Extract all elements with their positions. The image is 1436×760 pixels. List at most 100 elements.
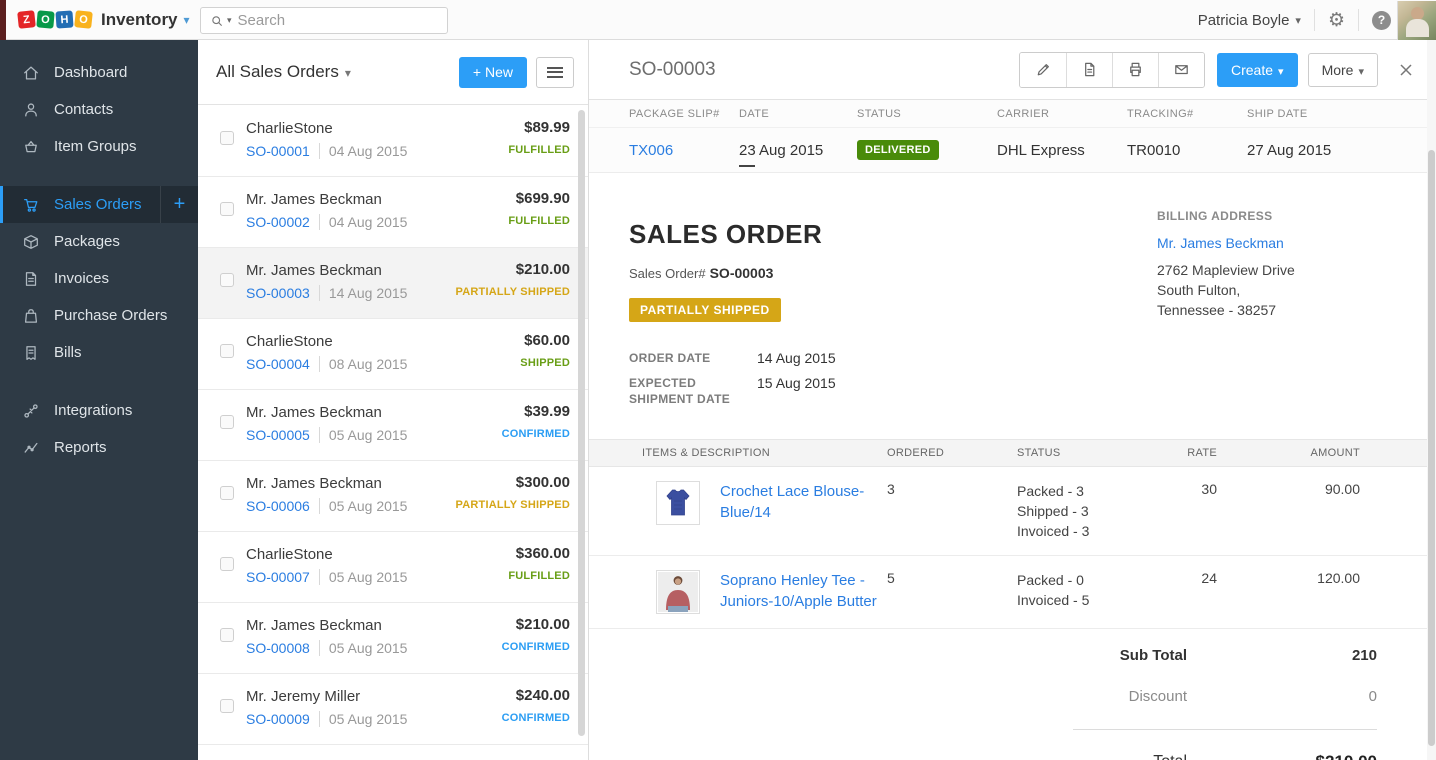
hamburger-icon (547, 66, 563, 78)
list-scrollbar[interactable] (578, 110, 585, 736)
envelope-button[interactable] (1158, 52, 1204, 87)
item-name-link[interactable]: Crochet Lace Blouse- Blue/14 (720, 483, 865, 521)
row-customer-name: CharlieStone (246, 546, 333, 563)
row-checkbox[interactable] (220, 344, 234, 358)
home-icon (22, 64, 40, 82)
invoice-icon (22, 270, 40, 288)
row-so-number-link[interactable]: SO-00007 (246, 569, 310, 585)
package-summary-strip: PACKAGE SLIP# DATE STATUS CARRIER TRACKING# S… (589, 100, 1436, 173)
package-slip-link[interactable]: TX006 (629, 141, 674, 159)
row-so-number-link[interactable]: SO-00006 (246, 498, 310, 514)
items-col-header: ORDERED (887, 447, 945, 459)
billing-address-line: South Fulton, (1157, 282, 1241, 298)
discount-label: Discount (1128, 688, 1187, 705)
sidebar-item-contacts[interactable]: Contacts (0, 91, 198, 128)
sidebar-add-sales-order-button[interactable] (160, 186, 198, 223)
row-so-number-link[interactable]: SO-00005 (246, 427, 310, 443)
new-sales-order-button[interactable]: + New (458, 56, 527, 88)
sales-order-row[interactable]: Mr. James Beckman SO-00003 14 Aug 2015 $210… (198, 248, 588, 319)
sales-order-row[interactable]: Mr. James Beckman SO-00005 05 Aug 2015 $39.… (198, 390, 588, 461)
row-checkbox[interactable] (220, 486, 234, 500)
item-amount: 120.00 (1317, 570, 1360, 586)
sales-order-row[interactable]: CharlieStone SO-00007 05 Aug 2015 $360.00 FU… (198, 532, 588, 603)
search-input[interactable] (237, 12, 439, 29)
order-field-label: ORDER DATE (629, 351, 711, 365)
row-so-number-link[interactable]: SO-00004 (246, 356, 310, 372)
item-status: Packed - 3 Shipped - 3 Invoiced - 3 (1017, 481, 1167, 541)
row-so-number-link[interactable]: SO-00002 (246, 214, 310, 230)
sidebar-item-reports[interactable]: Reports (0, 429, 198, 466)
package-row[interactable]: TX006 23 Aug 2015 DELIVERED DHL Express … (589, 128, 1436, 160)
topbar-separator (1358, 9, 1359, 31)
cart-icon (22, 196, 40, 214)
topbar-right: Patricia Boyle ⚙ (1198, 0, 1436, 40)
row-checkbox[interactable] (220, 415, 234, 429)
global-search[interactable] (200, 7, 448, 34)
row-status: FULFILLED (508, 144, 570, 156)
user-menu[interactable]: Patricia Boyle (1198, 12, 1301, 29)
row-checkbox[interactable] (220, 628, 234, 642)
sidebar-item-integrations[interactable]: Integrations (0, 392, 198, 429)
sales-order-document: SALES ORDER Sales Order# SO-00003 PARTIAL… (589, 173, 1436, 760)
row-checkbox[interactable] (220, 202, 234, 216)
list-options-button[interactable] (536, 56, 574, 88)
package-carrier: DHL Express (997, 141, 1085, 159)
sales-order-row[interactable]: Mr. James Beckman SO-00002 04 Aug 2015 $699… (198, 177, 588, 248)
sales-order-row[interactable]: Mr. James Beckman SO-00006 05 Aug 2015 $300… (198, 461, 588, 532)
sales-order-row[interactable]: CharlieStone SO-00001 04 Aug 2015 $89.99 FUL… (198, 106, 588, 177)
item-thumbnail[interactable] (656, 570, 700, 614)
sidebar-item-dashboard[interactable]: Dashboard (0, 54, 198, 91)
sidebar-item-purchase-orders[interactable]: Purchase Orders (0, 297, 198, 334)
pencil-button[interactable] (1020, 52, 1066, 87)
sidebar-item-bills[interactable]: Bills (0, 334, 198, 371)
items-col-header: AMOUNT (1310, 447, 1360, 459)
create-button[interactable]: Create (1217, 52, 1298, 87)
list-filter-dropdown[interactable]: All Sales Orders (216, 62, 351, 82)
sales-order-row[interactable]: Mr. Jeremy Miller SO-00009 05 Aug 2015 $240… (198, 674, 588, 745)
row-status: PARTIALLY SHIPPED (455, 286, 570, 298)
row-checkbox[interactable] (220, 131, 234, 145)
row-line2: SO-00008 05 Aug 2015 (246, 640, 407, 656)
sidebar-item-packages[interactable]: Packages (0, 223, 198, 260)
item-thumbnail[interactable] (656, 481, 700, 525)
sidebar-item-label: Dashboard (54, 64, 128, 81)
detail-scrollbar[interactable] (1428, 150, 1435, 746)
billing-address-lines: 2762 Mapleview Drive South Fulton, Tenness… (1157, 260, 1397, 320)
search-scope-caret-icon[interactable] (227, 15, 232, 26)
row-checkbox[interactable] (220, 699, 234, 713)
row-checkbox[interactable] (220, 557, 234, 571)
sales-order-row[interactable]: CharlieStone SO-00004 08 Aug 2015 $60.00 SHI… (198, 319, 588, 390)
item-name-link[interactable]: Soprano Henley Tee - Juniors-10/Apple But… (720, 572, 877, 610)
help-icon[interactable] (1372, 10, 1391, 30)
row-amount: $300.00 (515, 474, 570, 491)
printer-button[interactable] (1112, 52, 1158, 87)
more-button[interactable]: More (1307, 52, 1378, 87)
product-switcher-caret-icon[interactable] (184, 13, 190, 27)
basket-icon (22, 138, 40, 156)
item-status-line: Invoiced - 5 (1017, 592, 1090, 608)
settings-gear-icon[interactable]: ⚙ (1327, 9, 1345, 31)
list-filter-label: All Sales Orders (216, 62, 339, 81)
item-status-line: Packed - 3 (1017, 483, 1084, 499)
row-so-number-link[interactable]: SO-00003 (246, 285, 310, 301)
sidebar-item-invoices[interactable]: Invoices (0, 260, 198, 297)
row-so-number-link[interactable]: SO-00001 (246, 143, 310, 159)
subtotal-row: Sub Total 210 (1073, 647, 1377, 664)
row-customer-name: Mr. Jeremy Miller (246, 688, 361, 705)
billing-address-line: 2762 Mapleview Drive (1157, 262, 1295, 278)
row-checkbox[interactable] (220, 273, 234, 287)
sidebar-item-sales-orders[interactable]: Sales Orders (0, 186, 198, 223)
sales-order-row[interactable]: Mr. James Beckman SO-00008 05 Aug 2015 $210… (198, 603, 588, 674)
billing-customer-link[interactable]: Mr. James Beckman (1157, 235, 1284, 251)
export-pdf-button[interactable] (1066, 52, 1112, 87)
row-customer-name: CharlieStone (246, 333, 333, 350)
row-so-number-link[interactable]: SO-00008 (246, 640, 310, 656)
sidebar-item-item-groups[interactable]: Item Groups (0, 128, 198, 165)
row-so-number-link[interactable]: SO-00009 (246, 711, 310, 727)
items-col-header: STATUS (1017, 447, 1061, 459)
user-avatar[interactable] (1397, 0, 1436, 40)
sidebar-item-label: Packages (54, 233, 120, 250)
row-date: 05 Aug 2015 (318, 711, 407, 727)
close-icon[interactable] (1396, 60, 1416, 80)
